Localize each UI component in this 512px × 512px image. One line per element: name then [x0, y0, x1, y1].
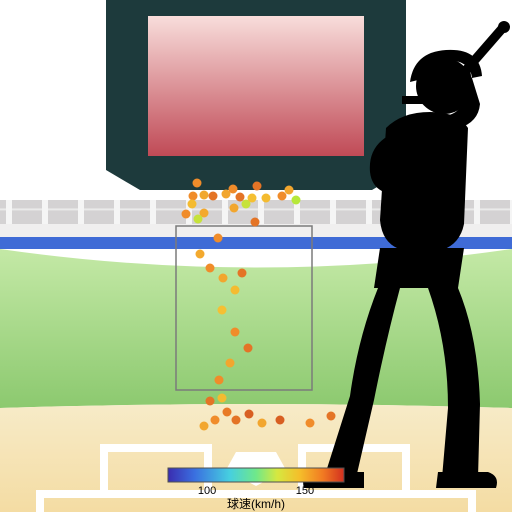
pitch-dot	[231, 286, 240, 295]
legend-tick: 150	[296, 485, 314, 497]
pitch-dot	[262, 194, 271, 203]
pitch-dot	[230, 204, 239, 213]
pitch-dot	[214, 234, 223, 243]
pitch-dot	[278, 192, 287, 201]
pitch-dot	[219, 274, 228, 283]
pitch-dot	[211, 416, 220, 425]
pitch-dot	[229, 185, 238, 194]
stands-pillar	[150, 200, 156, 224]
pitch-dot	[226, 359, 235, 368]
pitch-dot	[231, 328, 240, 337]
pitch-dot	[200, 422, 209, 431]
pitch-dot	[276, 416, 285, 425]
pitch-dot	[232, 416, 241, 425]
pitch-dot	[244, 344, 253, 353]
pitch-dot	[236, 193, 245, 202]
pitch-dot	[258, 419, 267, 428]
pitch-dot	[194, 215, 203, 224]
pitch-dot	[182, 210, 191, 219]
pitch-dot	[218, 394, 227, 403]
pitch-dot	[206, 397, 215, 406]
pitch-dot	[292, 196, 301, 205]
pitch-dot	[251, 218, 260, 227]
pitch-dot	[248, 194, 257, 203]
stands-pillar	[474, 200, 480, 224]
pitch-dot	[223, 408, 232, 417]
legend-tick: 100	[198, 485, 216, 497]
pitch-dot	[245, 410, 254, 419]
pitch-dot	[327, 412, 336, 421]
pitch-dot	[215, 376, 224, 385]
pitch-dot	[238, 269, 247, 278]
pitch-dot	[200, 191, 209, 200]
scoreboard-screen	[148, 16, 364, 156]
pitch-dot	[218, 306, 227, 315]
stands-pillar	[42, 200, 48, 224]
pitch-dot	[285, 186, 294, 195]
pitch-dot	[209, 192, 218, 201]
pitch-dot	[206, 264, 215, 273]
pitch-dot	[253, 182, 262, 191]
stands-pillar	[366, 200, 372, 224]
speed-legend-bar	[168, 468, 344, 482]
stands-pillar	[78, 200, 84, 224]
pitch-dot	[188, 200, 197, 209]
pitch-location-chart: 100 150 球速(km/h)	[0, 0, 512, 512]
stands-pillar	[330, 200, 336, 224]
stands-pillar	[114, 200, 120, 224]
stands-pillar	[6, 200, 12, 224]
pitch-dot	[189, 192, 198, 201]
chart-svg: 100 150 球速(km/h)	[0, 0, 512, 512]
pitch-dot	[193, 179, 202, 188]
stands-pillar	[222, 200, 228, 224]
legend-title: 球速(km/h)	[227, 497, 285, 511]
pitch-dot	[306, 419, 315, 428]
pitch-dot	[196, 250, 205, 259]
